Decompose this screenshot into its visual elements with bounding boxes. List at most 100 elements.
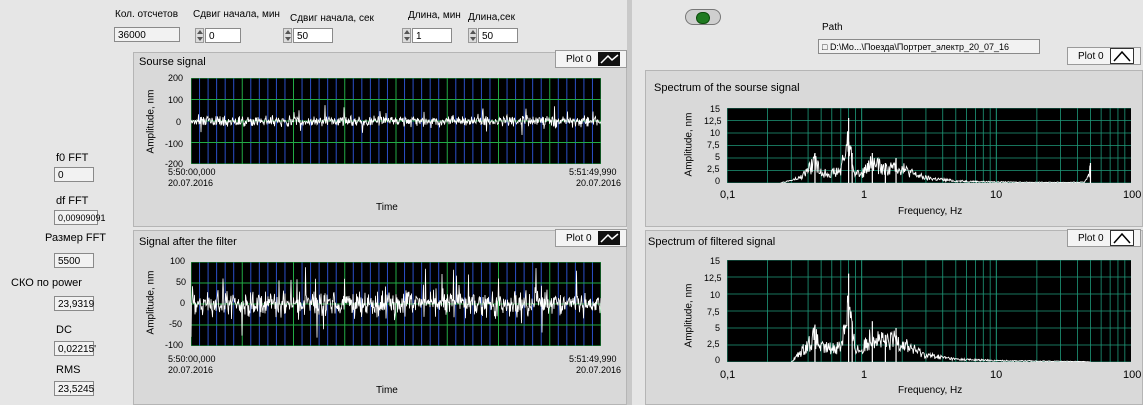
y-tick: 0 — [176, 117, 182, 127]
legend-label: Plot 0 — [566, 53, 592, 65]
plot-style-icon — [597, 231, 620, 245]
source-legend[interactable]: Plot 0 — [555, 50, 627, 68]
plot-style-icon — [597, 52, 620, 66]
path-value: D:\Mo...\Поезда\Портрет_электр_20_07_16 — [829, 42, 1010, 52]
y-tick: 100 — [168, 95, 184, 105]
y-tick: 12,5 — [704, 116, 722, 126]
filtered-ylabel: Amplitude, nm — [145, 270, 157, 335]
y-tick: 0 — [180, 298, 186, 308]
shift-min-field[interactable]: 0 — [205, 28, 241, 43]
shift-min-stepper[interactable] — [195, 28, 204, 43]
rms-field: 23,5245 — [54, 381, 94, 396]
f0-label: f0 FFT — [56, 152, 89, 164]
y-tick: 5 — [715, 323, 721, 333]
y-tick: 7,5 — [707, 140, 720, 150]
run-toggle-button[interactable] — [685, 9, 721, 25]
y-tick: 10 — [710, 128, 721, 138]
df-field: 0,00909091 — [54, 210, 106, 225]
y-tick: 200 — [168, 73, 184, 83]
x-start-date: 20.07.2016 — [168, 178, 214, 188]
len-min-field[interactable]: 1 — [412, 28, 452, 43]
y-tick: 7,5 — [707, 307, 720, 317]
y-tick: -100 — [165, 139, 184, 149]
source-xlabel: Time — [376, 202, 398, 213]
sko-label: СКО по power — [11, 277, 82, 289]
len-sec-field[interactable]: 50 — [478, 28, 518, 43]
spectrum-source-legend[interactable]: Plot 0 — [1067, 47, 1141, 65]
x-tick: 10 — [990, 189, 1003, 201]
x-end-date: 20.07.2016 — [576, 365, 622, 375]
len-min-stepper[interactable] — [402, 28, 411, 43]
x-tick: 100 — [1123, 369, 1142, 381]
y-tick: 100 — [170, 256, 186, 266]
legend-label: Plot 0 — [1078, 232, 1104, 244]
folder-icon: □ — [822, 42, 830, 52]
filtered-xlabel: Time — [376, 385, 398, 396]
len-sec-stepper[interactable] — [468, 28, 477, 43]
spectrum-line — [791, 295, 1091, 362]
x-tick: 1 — [861, 189, 868, 201]
y-tick: 5 — [715, 152, 721, 162]
spectrum-source-xlabel: Frequency, Hz — [898, 206, 963, 217]
shift-min-label: Сдвиг начала, мин — [193, 9, 280, 20]
dc-field: 0,02215' — [54, 341, 96, 356]
count-label: Кол. отсчетов — [115, 9, 179, 20]
spectrum-line — [780, 131, 1091, 183]
x-end-date: 20.07.2016 — [576, 178, 622, 188]
source-signal-title: Sourse signal — [139, 56, 206, 68]
y-tick: 50 — [176, 277, 187, 287]
spectrum-source-plot[interactable] — [727, 108, 1131, 183]
spectrum-filtered-ylabel: Amplitude, nm — [683, 283, 695, 348]
x-start-time: 5:50:00,000 — [168, 354, 216, 364]
y-tick: -100 — [165, 340, 184, 350]
fft-size-label: Размер FFT — [45, 232, 107, 244]
filtered-signal-title: Signal after the filter — [139, 236, 237, 248]
len-min-label: Длина, мин — [408, 10, 461, 21]
legend-label: Plot 0 — [566, 232, 592, 244]
plot-style-icon — [1109, 48, 1134, 64]
len-sec-label: Длина,сек — [468, 12, 515, 23]
x-end-time: 5:51:49,990 — [569, 354, 617, 364]
rms-label: RMS — [56, 364, 81, 376]
source-plot[interactable] — [191, 78, 601, 164]
y-tick: 2,5 — [707, 164, 720, 174]
path-label: Path — [822, 22, 843, 33]
plot-style-icon — [1109, 230, 1134, 246]
fft-size-field: 5500 — [54, 253, 94, 268]
shift-sec-stepper[interactable] — [283, 28, 292, 43]
shift-sec-label: Сдвиг начала, сек — [290, 13, 374, 24]
filtered-legend[interactable]: Plot 0 — [555, 229, 627, 247]
y-tick: 2,5 — [707, 339, 720, 349]
signal-line — [191, 105, 601, 136]
path-field[interactable]: □ D:\Mo...\Поезда\Портрет_электр_20_07_1… — [818, 39, 1040, 54]
y-tick: 10 — [710, 290, 721, 300]
y-tick: 0 — [715, 176, 721, 186]
legend-label: Plot 0 — [1078, 50, 1104, 62]
spectrum-filtered-legend[interactable]: Plot 0 — [1067, 229, 1141, 247]
f0-field: 0 — [54, 167, 94, 182]
sko-field: 23,9319 — [54, 296, 94, 311]
source-ylabel: Amplitude, nm — [145, 89, 157, 154]
signal-line — [191, 267, 601, 338]
x-start-time: 5:50:00,000 — [168, 167, 216, 177]
shift-sec-field[interactable]: 50 — [293, 28, 333, 43]
spectrum-filtered-plot[interactable] — [727, 260, 1131, 362]
x-tick: 10 — [990, 369, 1003, 381]
spectrum-filtered-xlabel: Frequency, Hz — [898, 385, 963, 396]
spectrum-source-ylabel: Amplitude, nm — [683, 112, 695, 177]
x-tick: 1 — [861, 369, 868, 381]
x-tick: 0,1 — [720, 369, 736, 381]
y-tick: 15 — [710, 256, 721, 266]
panel-divider — [627, 0, 632, 405]
y-tick: 15 — [710, 104, 721, 114]
x-end-time: 5:51:49,990 — [569, 167, 617, 177]
y-tick: 0 — [715, 355, 721, 365]
filtered-plot[interactable] — [191, 262, 601, 346]
y-tick: -200 — [165, 159, 184, 169]
x-tick: 0,1 — [720, 189, 736, 201]
spectrum-source-title: Spectrum of the sourse signal — [654, 82, 800, 94]
x-start-date: 20.07.2016 — [168, 365, 214, 375]
x-tick: 100 — [1123, 189, 1142, 201]
count-field[interactable]: 36000 — [114, 27, 180, 42]
y-tick: -50 — [169, 319, 183, 329]
